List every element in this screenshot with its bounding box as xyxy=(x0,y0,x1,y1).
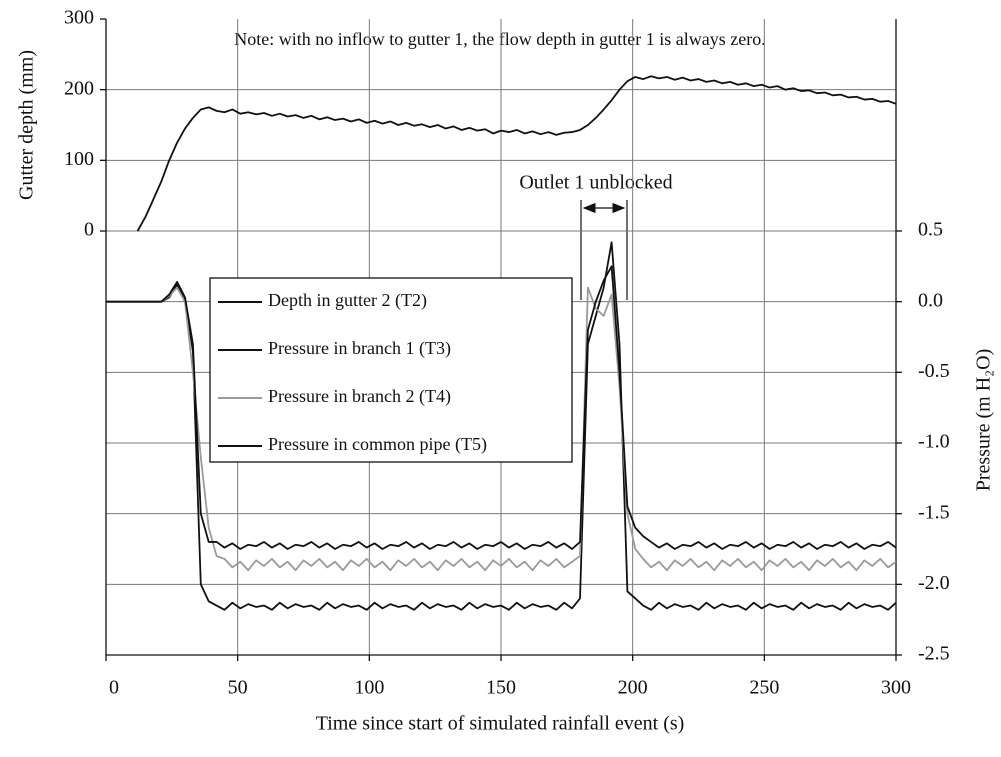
y2-tick-label: 0.5 xyxy=(918,219,943,241)
y2-axis-label: Pressure (m H₂O) xyxy=(973,349,995,492)
y-axis-label: Gutter depth (mm) xyxy=(16,50,38,200)
series-line xyxy=(106,286,897,572)
x-tick-label: 100 xyxy=(354,677,384,699)
x-axis-label: Time since start of simulated rainfall e… xyxy=(316,713,685,735)
x-tick-label: 200 xyxy=(618,677,648,699)
y2-tick-label: -1.5 xyxy=(918,501,950,523)
y-tick-label: 100 xyxy=(64,148,94,170)
plot-area: 0 50 100 150 200 250 300 0 100 200 300 0.5 0.0 -0.5 -1… xyxy=(64,7,950,699)
y2-tick-label: -2.0 xyxy=(918,572,950,594)
y2-tick-label: -0.5 xyxy=(918,360,950,382)
x-tick-label: 250 xyxy=(749,677,779,699)
series-line xyxy=(106,241,897,611)
x-tick-label: 0 xyxy=(109,677,119,699)
y2-tick-label: -2.5 xyxy=(918,643,950,665)
y2-tick-label: -1.0 xyxy=(918,431,950,453)
legend-label: Pressure in common pipe (T5) xyxy=(268,434,487,455)
legend: Depth in gutter 2 (T2) Pressure in branch… xyxy=(209,277,573,463)
y-tick-label: 0 xyxy=(84,219,94,241)
legend-label: Pressure in branch 2 (T4) xyxy=(268,386,451,407)
note-annotation: Note: with no inflow to gutter 1, the fl… xyxy=(234,29,765,49)
series-line xyxy=(136,75,897,232)
series-line xyxy=(106,265,897,550)
y2-tick-label: 0.0 xyxy=(918,289,943,311)
legend-label: Depth in gutter 2 (T2) xyxy=(268,290,427,311)
y-tick-label: 300 xyxy=(64,7,94,29)
legend-label: Pressure in branch 1 (T3) xyxy=(268,338,451,359)
outlet-annotation: Outlet 1 unblocked xyxy=(519,172,672,194)
y-tick-label: 200 xyxy=(64,77,94,99)
x-tick-label: 50 xyxy=(228,677,248,699)
x-tick-label: 300 xyxy=(881,677,911,699)
legend-box xyxy=(209,277,573,463)
x-tick-label: 150 xyxy=(486,677,516,699)
axis-frame xyxy=(105,19,897,656)
